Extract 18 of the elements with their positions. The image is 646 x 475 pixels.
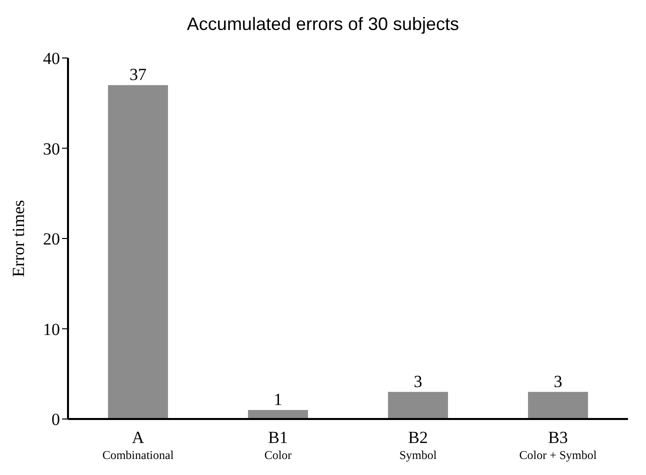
y-tick-label: 40 bbox=[43, 49, 60, 68]
bar bbox=[528, 392, 588, 419]
y-tick-label: 10 bbox=[43, 320, 60, 339]
y-tick-label: 30 bbox=[43, 139, 60, 158]
x-tick-label: B2 Symbol bbox=[399, 428, 438, 462]
y-tick-label: 0 bbox=[52, 410, 60, 430]
data-label: 3 bbox=[414, 372, 422, 391]
chart-title: Accumulated errors of 30 subjects bbox=[186, 13, 460, 36]
data-label: 1 bbox=[274, 390, 282, 409]
y-tick-label: 20 bbox=[43, 230, 60, 249]
bar bbox=[388, 392, 448, 419]
x-tick-label: B1 Color bbox=[264, 428, 292, 462]
data-label: 3 bbox=[554, 372, 562, 391]
x-tick-label: B3 Color + Symbol bbox=[519, 428, 598, 462]
data-label: 37 bbox=[130, 65, 147, 84]
y-axis-title: Error times bbox=[9, 200, 28, 277]
x-tick-label: A Combinational bbox=[102, 428, 174, 462]
bar bbox=[108, 85, 168, 419]
